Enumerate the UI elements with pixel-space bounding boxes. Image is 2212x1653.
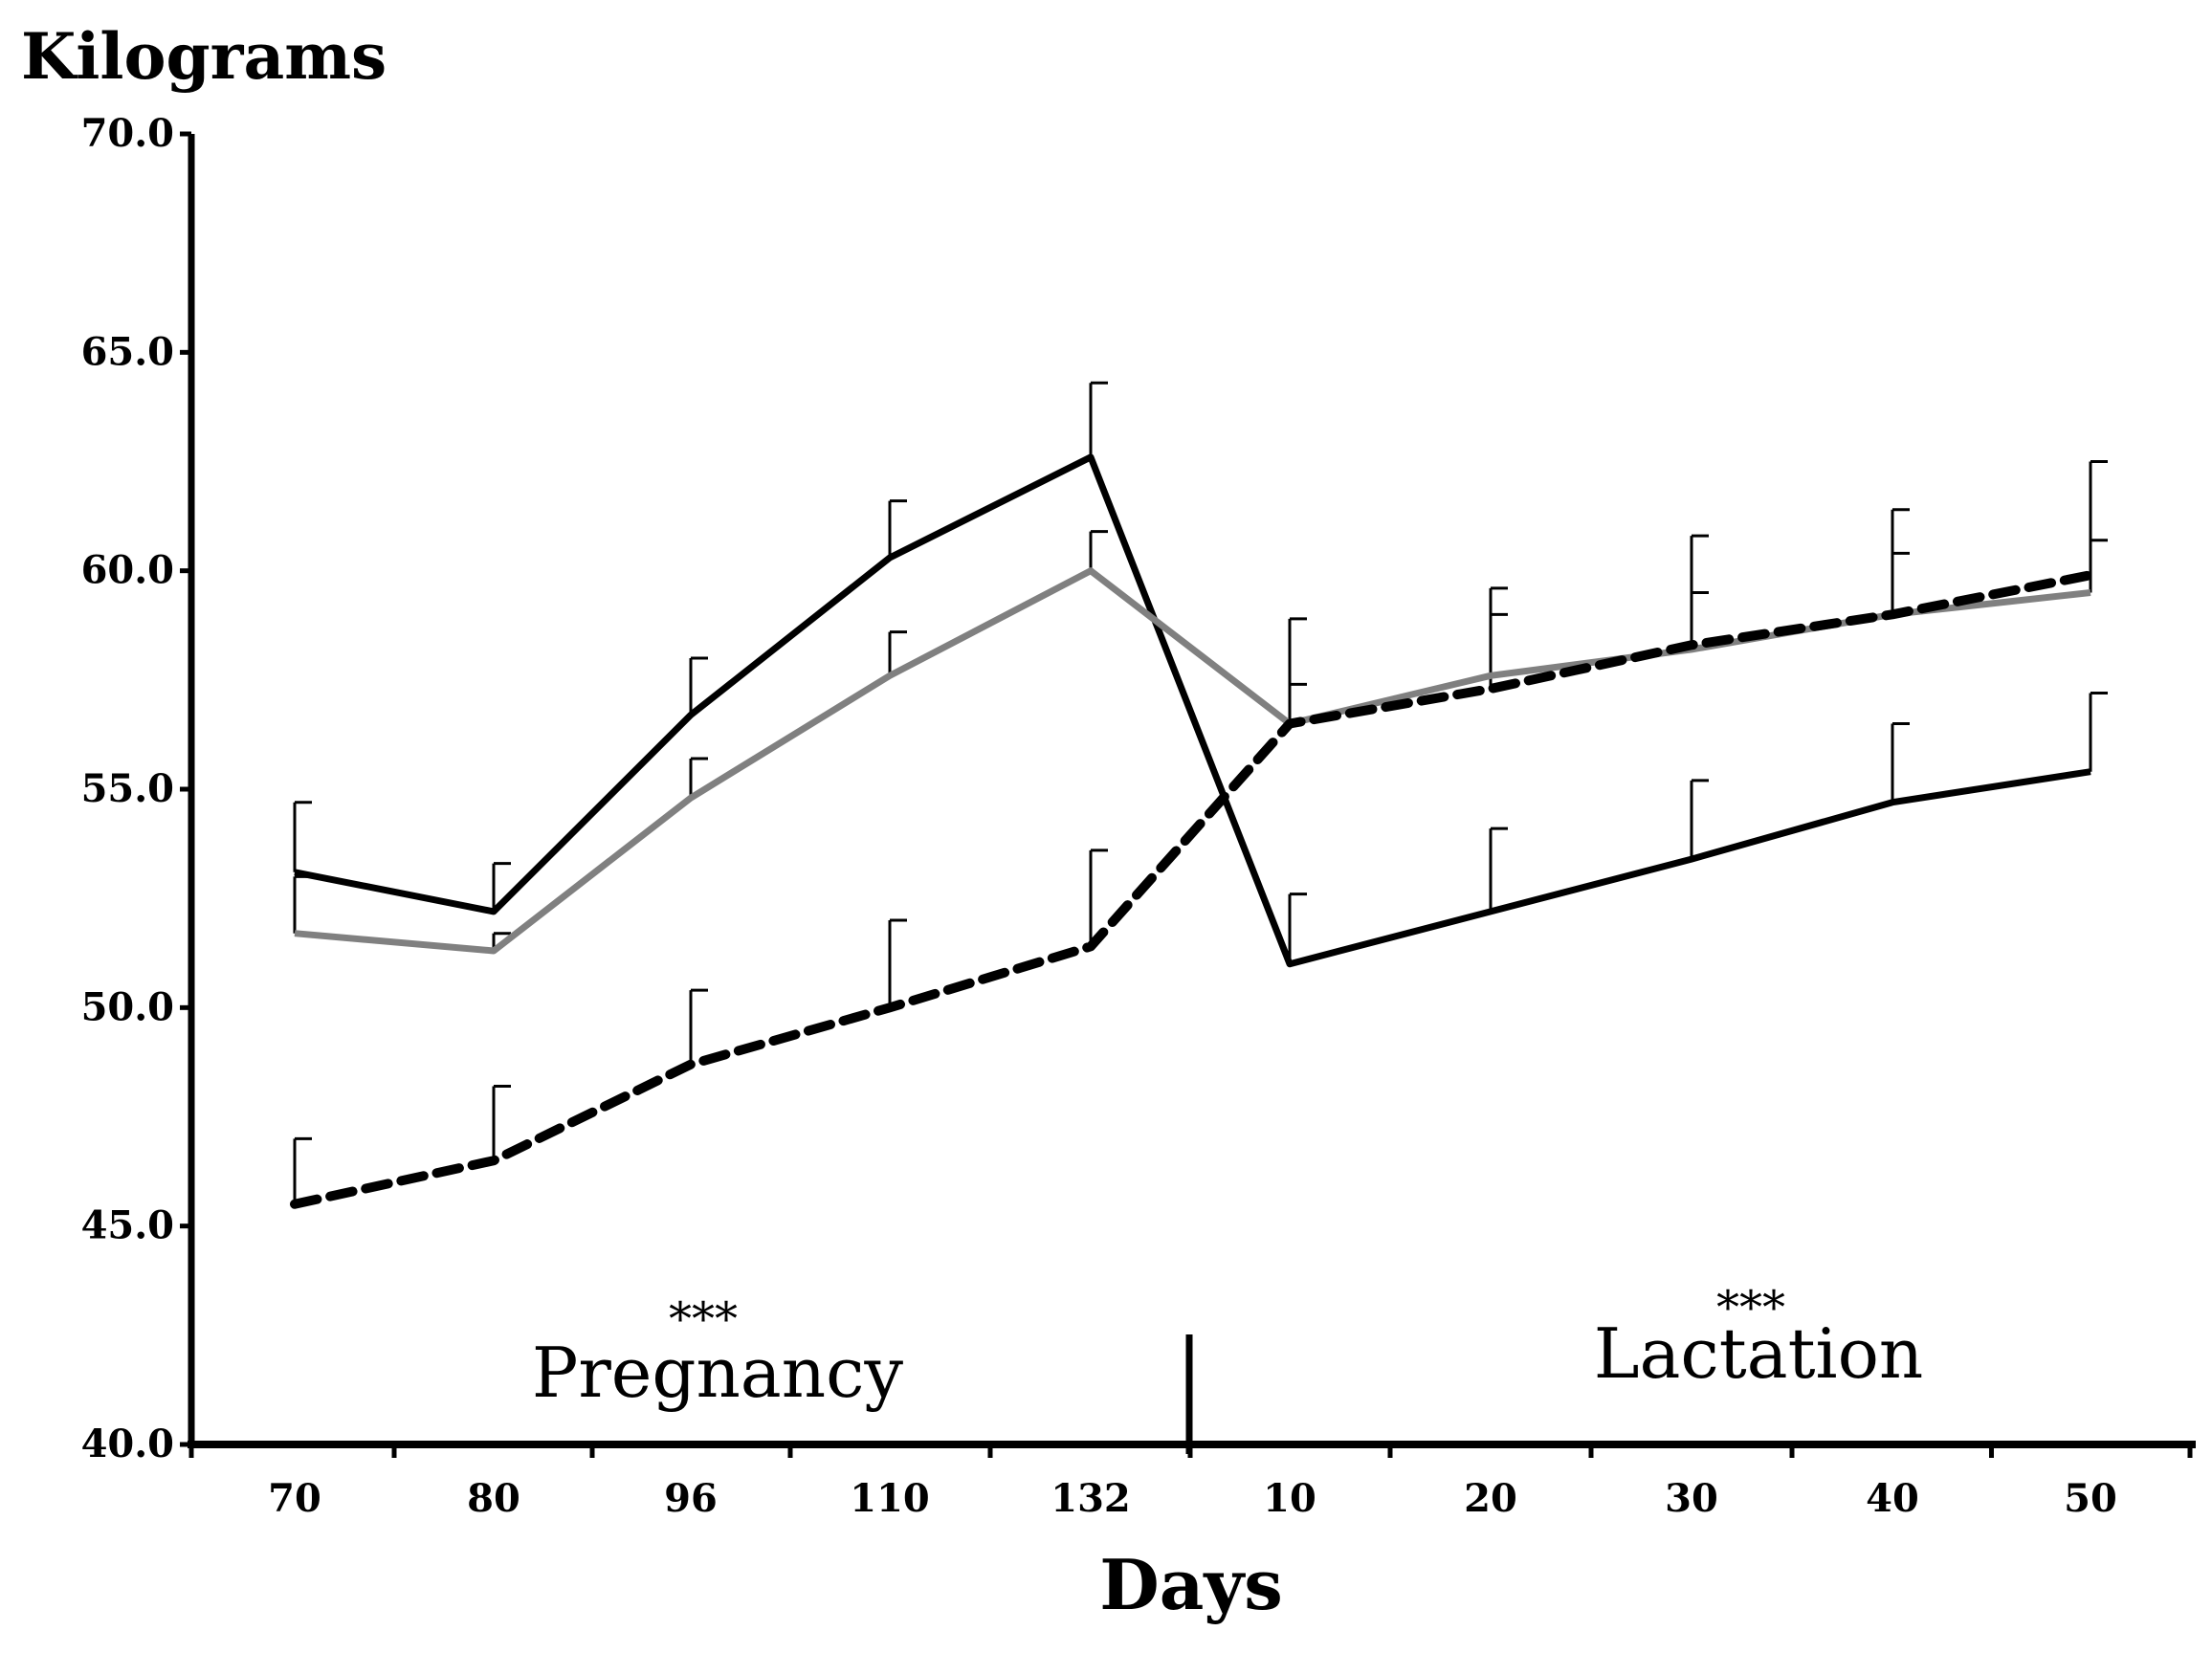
x-tick-label: 20 [1464,1476,1517,1521]
y-tick-label: 55.0 [81,766,174,811]
y-axis-title: Kilograms [21,19,387,94]
y-tick-label: 60.0 [81,548,174,593]
series-line-black-solid [294,453,2091,968]
y-tick-label: 50.0 [81,984,174,1029]
x-tick-label: 110 [850,1476,930,1521]
lactation-label: Lactation [1594,1313,1924,1394]
x-tick-label: 132 [1051,1476,1131,1521]
y-tick-label: 40.0 [81,1422,174,1466]
x-tick-label: 80 [467,1476,520,1521]
lactation-significance: *** [1716,1281,1785,1334]
x-tick-label: 40 [1866,1476,1919,1521]
y-tick-label: 45.0 [81,1203,174,1248]
x-tick-label: 96 [664,1476,718,1521]
series-layer [290,453,2095,1209]
y-tick-label: 65.0 [81,329,174,374]
series-line-black-dashed [290,570,2095,1209]
axes-layer: 40.0 45.0 50.0 55.0 60.0 65.0 70.0 70 80 96 110 132… [81,111,2196,1521]
x-tick-label: 10 [1263,1476,1316,1521]
pregnancy-label: Pregnancy [532,1333,904,1413]
pregnancy-significance: *** [669,1292,738,1346]
error-bars-layer [293,381,2108,1204]
y-tick-label: 70.0 [81,111,174,156]
x-tick-label: 70 [268,1476,321,1521]
x-tick-label: 30 [1665,1476,1718,1521]
x-axis-title: Days [1099,1544,1282,1625]
x-tick-label: 50 [2064,1476,2117,1521]
